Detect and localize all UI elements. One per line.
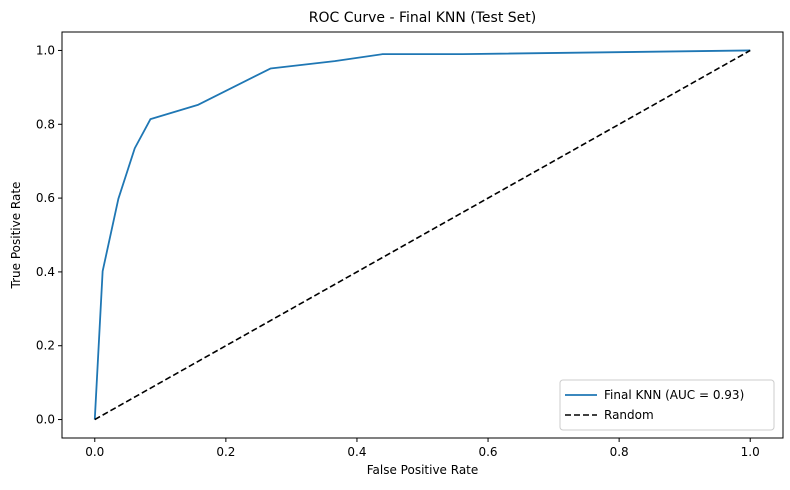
y-tick-label: 0.6 xyxy=(36,191,55,205)
x-tick-label: 0.0 xyxy=(85,445,104,459)
y-tick-label: 1.0 xyxy=(36,43,55,57)
random-baseline-line xyxy=(94,49,751,421)
plot-frame xyxy=(61,31,784,439)
x-tick-label: 1.0 xyxy=(741,445,760,459)
roc-curve-line xyxy=(93,49,751,420)
y-tick-label: 0.4 xyxy=(36,265,55,279)
y-axis-ticks: 0.0 0.2 0.4 0.6 0.8 1.0 xyxy=(36,43,62,427)
y-tick-label: 0.0 xyxy=(36,413,55,427)
x-axis-label: False Positive Rate xyxy=(367,463,479,477)
x-tick-label: 0.8 xyxy=(610,445,629,459)
x-tick-label: 0.4 xyxy=(347,445,366,459)
plot-area xyxy=(61,31,784,439)
y-tick-label: 0.2 xyxy=(36,339,55,353)
series-layer xyxy=(93,49,751,421)
y-axis-label: True Positive Rate xyxy=(9,182,23,290)
legend-label-random: Random xyxy=(604,408,654,422)
x-tick-label: 0.2 xyxy=(216,445,235,459)
y-tick-label: 0.8 xyxy=(36,117,55,131)
legend-label-knn: Final KNN (AUC = 0.93) xyxy=(604,388,744,402)
legend: Final KNN (AUC = 0.93) Random xyxy=(559,379,775,431)
x-tick-label: 0.6 xyxy=(478,445,497,459)
chart-title: ROC Curve - Final KNN (Test Set) xyxy=(309,10,536,26)
legend-box xyxy=(559,379,775,431)
x-axis-ticks: 0.0 0.2 0.4 0.6 0.8 1.0 xyxy=(85,438,760,459)
